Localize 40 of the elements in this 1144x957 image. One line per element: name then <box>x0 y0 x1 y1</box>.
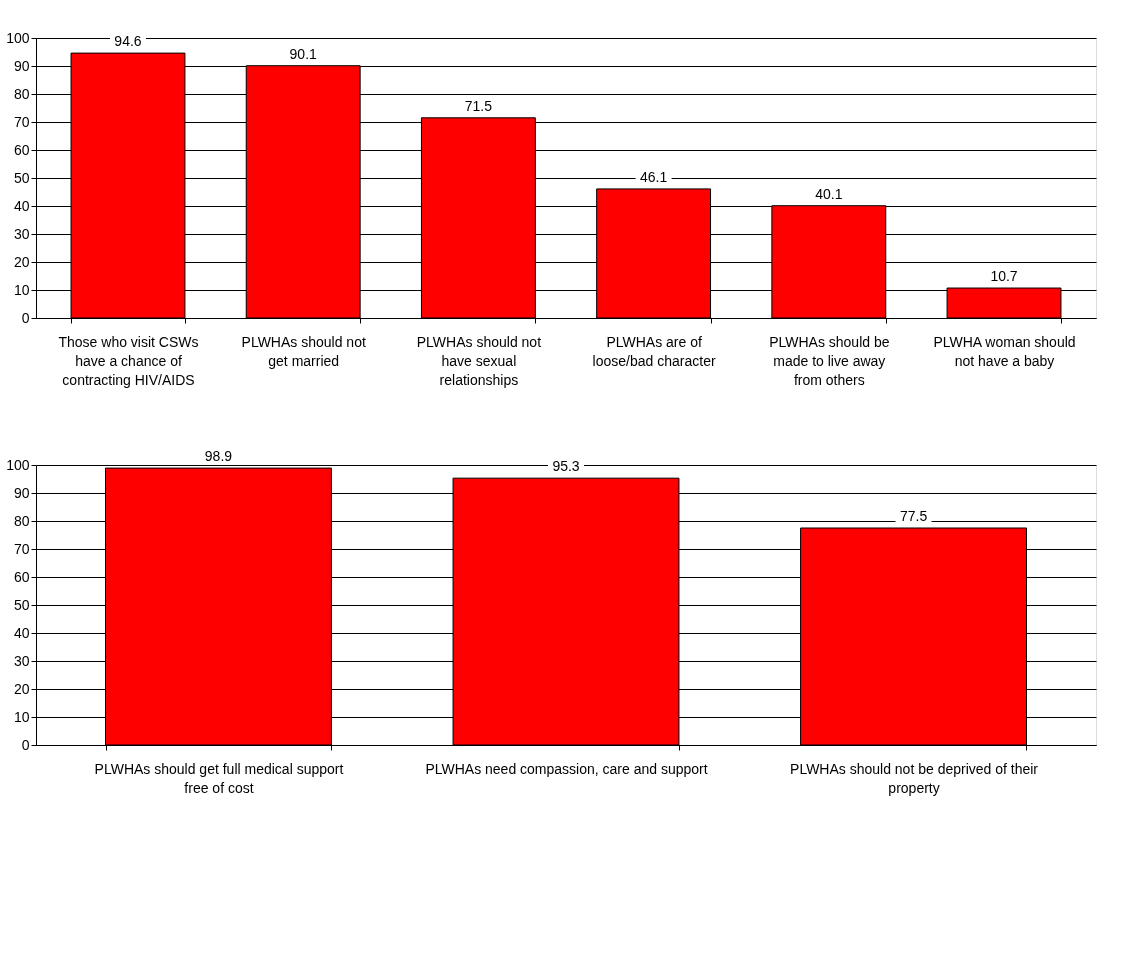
y-tick-label: 60 <box>13 141 30 158</box>
y-tick-label: 100 <box>6 29 30 46</box>
y-tick-label: 40 <box>13 624 30 641</box>
data-label: 98.9 <box>204 448 233 465</box>
y-tick-label: 10 <box>13 281 30 298</box>
y-tick-label: 70 <box>13 540 30 557</box>
x-tick-label: PLWHAs should not get married <box>241 333 366 369</box>
data-label: 90.1 <box>289 45 318 62</box>
y-tick-label: 20 <box>13 253 30 270</box>
y-tick-label: 0 <box>21 736 30 753</box>
data-label: 46.1 <box>639 168 668 185</box>
x-tick-label: PLWHAs should get full medical support free of cost <box>94 760 344 796</box>
data-label: 94.6 <box>114 33 142 50</box>
y-tick-label: 50 <box>13 169 30 186</box>
x-tick-label: PLWHAs need compassion, care and support <box>425 760 708 777</box>
data-label: 40.1 <box>815 185 843 202</box>
y-tick-label: 60 <box>13 568 30 585</box>
y-tick-label: 0 <box>21 309 30 326</box>
y-tick-label: 30 <box>13 652 30 669</box>
y-tick-label: 20 <box>13 680 30 697</box>
y-tick-label: 80 <box>13 512 30 529</box>
x-tick-label: PLWHAs should be made to live away from others <box>769 333 890 388</box>
x-tick-label: PLWHAs should not have sexual relationships <box>416 333 542 388</box>
y-tick-label: 80 <box>13 85 30 102</box>
y-tick-label: 40 <box>13 197 30 214</box>
x-tick-label: PLWHAs are of loose/bad character <box>592 333 716 369</box>
y-tick-label: 90 <box>13 484 30 501</box>
x-tick-label: Those who visit CSWs have a chance of contracting HIV/AIDS <box>58 333 199 388</box>
y-tick-label: 100 <box>6 456 30 473</box>
y-tick-label: 70 <box>13 113 30 130</box>
y-tick-label: 10 <box>13 708 30 725</box>
data-label: 77.5 <box>899 508 928 524</box>
x-tick-label: PLWHA woman should not have a baby <box>933 333 1076 369</box>
data-label: 95.3 <box>552 458 580 475</box>
x-tick-label: PLWHAs should not be deprived of their property <box>790 760 1039 796</box>
y-tick-label: 50 <box>13 596 30 613</box>
y-tick-label: 30 <box>13 225 30 242</box>
data-label: 71.5 <box>464 97 493 114</box>
y-tick-label: 90 <box>13 57 30 74</box>
data-label: 10.7 <box>990 268 1018 285</box>
